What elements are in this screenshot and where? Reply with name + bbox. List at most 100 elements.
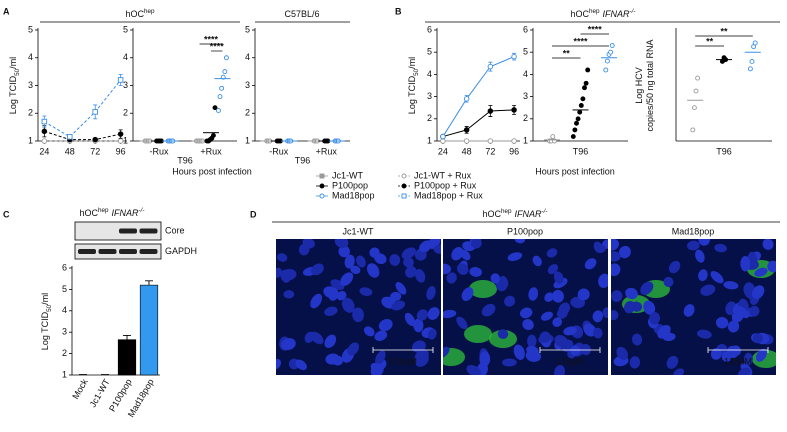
marker	[92, 109, 98, 115]
text-part: /ml	[40, 293, 50, 305]
text-part: 50	[46, 304, 53, 312]
nucleus	[395, 281, 407, 295]
text-part: hep	[144, 8, 155, 15]
nucleus	[276, 358, 282, 370]
nucleus	[325, 353, 340, 365]
chart-title: hOChep IFNAR-/-	[571, 8, 636, 19]
nucleus	[552, 317, 562, 328]
y-tick-label: 2	[427, 113, 432, 123]
marker	[440, 133, 446, 140]
nucleus	[666, 355, 679, 369]
y-tick-label: 2	[245, 108, 250, 118]
nucleus	[700, 284, 716, 296]
marker	[578, 103, 584, 108]
marker	[570, 134, 576, 140]
nucleus	[584, 258, 597, 270]
nucleus	[740, 256, 751, 272]
nucleus	[554, 364, 566, 375]
nucleus	[446, 272, 457, 284]
marker	[487, 108, 494, 114]
text-part: hep	[501, 208, 512, 215]
scale-bar-label: 125µM	[389, 356, 417, 366]
y-tick-label: 4	[427, 69, 432, 79]
nucleus	[356, 255, 366, 268]
marker	[690, 127, 696, 133]
nucleus	[514, 239, 526, 244]
marker	[693, 88, 699, 94]
group-label: T96	[295, 155, 311, 165]
nucleus	[415, 268, 426, 283]
micrograph-label: Jc1-WT	[343, 226, 374, 236]
significance-label: **	[563, 48, 571, 58]
panel-label: B	[395, 6, 402, 16]
y-tick-label: 3	[245, 80, 250, 90]
x-tick-label: 72	[485, 146, 495, 156]
scale-bar-label: 125µM	[724, 356, 752, 366]
series-line	[44, 79, 122, 138]
group-label: T96	[716, 146, 732, 156]
marker	[41, 118, 48, 125]
nucleus	[427, 307, 440, 320]
text-part: hOC	[571, 9, 590, 19]
marker	[577, 109, 583, 115]
nucleus	[310, 263, 324, 276]
nucleus	[668, 260, 681, 274]
nucleus	[547, 264, 559, 275]
text-part: C57BL/6	[284, 9, 319, 19]
scale-bar	[539, 347, 601, 353]
stain	[489, 330, 517, 348]
nucleus	[683, 304, 695, 317]
nucleus	[553, 271, 564, 284]
y-tick-label: 1	[123, 135, 128, 145]
blot-band	[139, 228, 158, 234]
blot-band	[78, 249, 96, 254]
nucleus	[752, 333, 763, 344]
y-tick-label: 1	[28, 135, 33, 145]
nucleus	[513, 344, 525, 360]
nucleus	[378, 318, 393, 332]
nucleus	[481, 303, 496, 317]
text-part: -/-	[139, 207, 145, 214]
legend-label: Jc1-WT + Rux	[414, 170, 472, 180]
nucleus	[525, 350, 542, 362]
significance-label: **	[706, 36, 714, 46]
nucleus	[552, 289, 564, 303]
nucleus	[663, 276, 674, 288]
nucleus	[546, 248, 558, 258]
panel-label: D	[250, 209, 257, 219]
nucleus	[470, 239, 482, 249]
stain	[464, 325, 492, 343]
nucleus	[539, 331, 551, 343]
marker	[92, 136, 98, 143]
nucleus	[611, 251, 621, 262]
marker	[41, 128, 48, 135]
nucleus	[710, 271, 724, 284]
marker	[219, 85, 225, 91]
significance-label: **	[720, 26, 728, 36]
nucleus	[649, 311, 661, 325]
nucleus	[344, 254, 355, 269]
y-tick-label: 4	[123, 52, 128, 62]
marker	[67, 134, 73, 140]
nucleus	[403, 257, 414, 268]
marker	[580, 96, 586, 102]
y-axis-label: Log TCID50/ml	[8, 57, 21, 114]
nucleus	[698, 269, 708, 282]
y-tick-label: 5	[123, 24, 128, 34]
y-tick-label: 5	[427, 47, 432, 57]
marker	[463, 96, 470, 102]
micrograph: 125µM	[611, 239, 776, 375]
nucleus	[736, 306, 750, 319]
nucleus	[527, 334, 537, 348]
legend-marker	[319, 183, 325, 189]
x-tick-label: -Rux	[269, 146, 289, 156]
micrograph: 125µM	[276, 239, 441, 375]
legend-label: Jc1-WT	[332, 170, 363, 180]
nucleus	[721, 351, 732, 362]
nucleus	[370, 363, 384, 375]
marker	[550, 134, 556, 140]
nucleus	[390, 291, 402, 302]
text-part: Log TCID	[40, 311, 50, 350]
x-tick-label: 24	[39, 146, 49, 156]
nucleus	[302, 239, 315, 249]
